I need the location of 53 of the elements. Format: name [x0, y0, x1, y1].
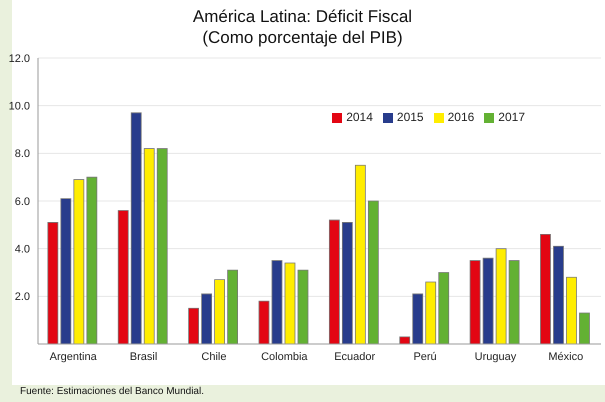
bar — [508, 260, 520, 344]
bar — [86, 176, 98, 344]
bar — [156, 148, 168, 344]
x-tick-label: Colombia — [261, 350, 308, 363]
bar — [144, 148, 155, 344]
bar — [60, 198, 72, 344]
bar — [425, 282, 436, 344]
bar — [482, 258, 494, 344]
x-tick-label: Uruguay — [474, 350, 517, 363]
bar — [284, 262, 296, 344]
bar — [496, 248, 507, 344]
bar — [579, 312, 590, 344]
legend-label: 2016 — [448, 110, 474, 124]
bar — [47, 222, 58, 344]
bar — [342, 222, 353, 344]
bar — [412, 294, 424, 344]
x-tick-label: Ecuador — [334, 350, 376, 363]
x-tick-label: Chile — [201, 350, 226, 363]
x-tick-label: México — [548, 350, 584, 363]
y-tick-label: 4.0 — [14, 244, 30, 256]
bar — [470, 260, 481, 344]
legend-label: 2015 — [396, 110, 424, 124]
y-tick-label: 10.0 — [8, 100, 30, 113]
x-tick-label: Perú — [413, 350, 437, 363]
bar — [354, 164, 366, 344]
source-note: Fuente: Estimaciones del Banco Mundial. — [20, 386, 204, 397]
x-tick-label: Brasil — [130, 350, 158, 363]
y-tick-label: 8.0 — [14, 148, 30, 160]
bar — [438, 272, 450, 344]
bar — [540, 234, 551, 344]
legend-label: 2017 — [498, 110, 525, 124]
bar — [258, 300, 270, 344]
bar — [553, 246, 564, 344]
bar — [118, 210, 129, 344]
y-tick-label: 6.0 — [14, 196, 30, 208]
legend-label: 2014 — [346, 110, 373, 124]
bar — [73, 179, 84, 344]
bar — [272, 260, 282, 344]
chart-subtitle: (Como porcentaje del PIB) — [201, 27, 404, 48]
bar — [201, 294, 212, 344]
chart-title: América Latina: Déficit Fiscal — [192, 6, 414, 27]
bar — [399, 336, 410, 344]
bar — [298, 270, 308, 344]
bar — [328, 220, 340, 344]
bar — [368, 200, 379, 344]
bar — [566, 276, 577, 344]
bar — [188, 308, 200, 344]
y-tick-label: 2.0 — [14, 291, 30, 304]
bar — [227, 270, 238, 344]
bar — [214, 279, 226, 344]
bar — [130, 112, 142, 344]
x-tick-label: Argentina — [50, 350, 98, 363]
y-tick-label: 12.0 — [8, 52, 30, 65]
